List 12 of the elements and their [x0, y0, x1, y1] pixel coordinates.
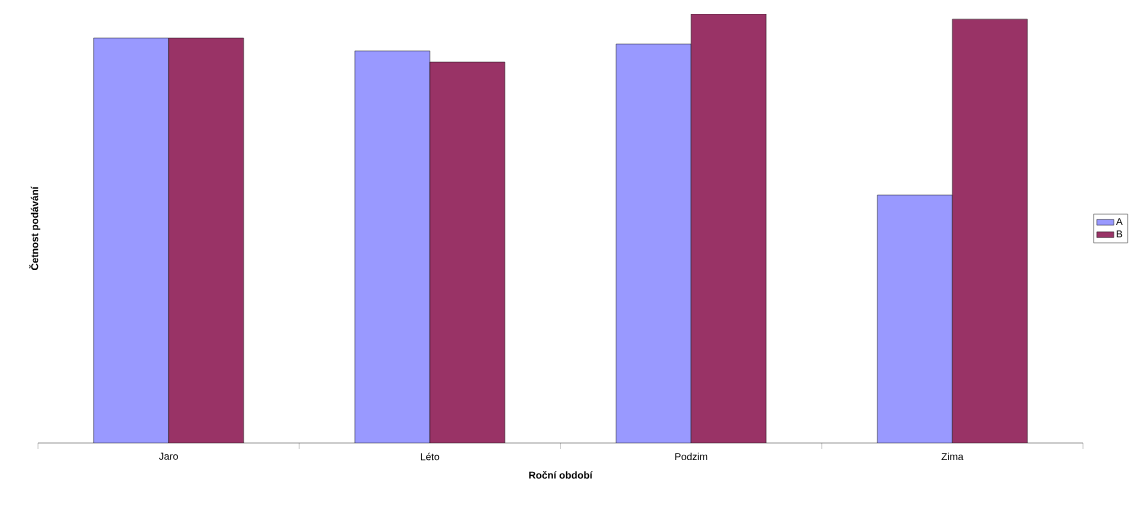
y-axis-title: Četnost podávání — [29, 186, 41, 271]
x-tick-label: Zima — [941, 452, 964, 461]
x-axis-title: Roční období — [529, 471, 593, 479]
legend-label: A — [1116, 218, 1123, 226]
x-tick-label: Jaro — [159, 452, 178, 460]
bar — [93, 38, 169, 443]
x-tick-label: Podzim — [675, 452, 708, 461]
bar — [354, 50, 430, 443]
legend-label: B — [1116, 230, 1123, 238]
bar — [877, 194, 953, 443]
x-tick-label: Léto — [420, 452, 440, 461]
bar — [616, 44, 692, 443]
